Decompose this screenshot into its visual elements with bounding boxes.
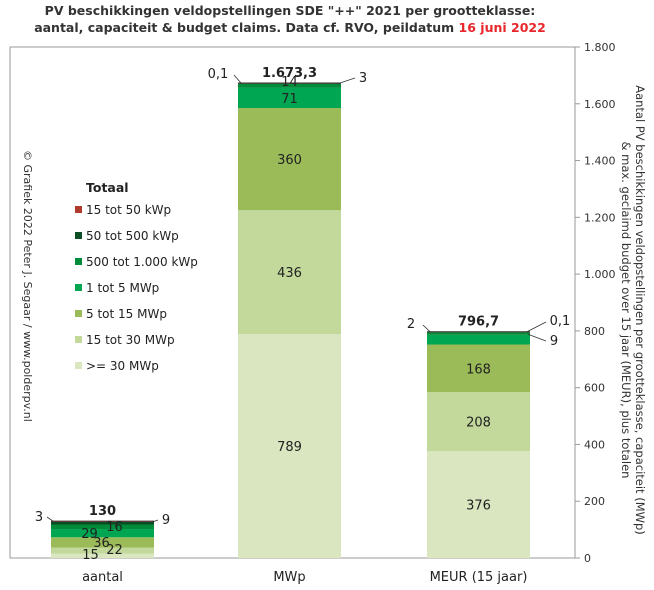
y-tick-label: 400 [584, 438, 605, 451]
leader-line [151, 519, 159, 523]
bars-group [51, 82, 530, 558]
y-axis-label-line: & max. geclaimd budget over 15 jaar (MEU… [619, 142, 633, 479]
segment-label: 0,1 [550, 314, 571, 329]
segment-label: 2 [407, 317, 415, 332]
title-line-2: aantal, capaciteit & budget claims. Data… [0, 19, 580, 36]
bar-segment [427, 332, 530, 335]
bar-segment [427, 451, 530, 558]
segment-label: 376 [466, 499, 491, 514]
bar-segment [51, 524, 154, 530]
segment-label: 16 [106, 520, 123, 535]
legend-swatch [75, 336, 82, 343]
bar-segment [51, 553, 154, 558]
bar-segment [427, 334, 530, 345]
segment-label: 3 [35, 510, 43, 525]
segment-label: 15 [82, 548, 99, 563]
bar-segment [238, 210, 341, 335]
legend-swatch [75, 284, 82, 291]
bar-segment [238, 87, 341, 109]
y-tick-label: 800 [584, 325, 605, 338]
segment-label: 789 [277, 440, 302, 455]
legend-swatch [75, 258, 82, 265]
x-tick-label: MEUR (15 jaar) [430, 570, 528, 585]
x-axis-labels: aantal MWp MEUR (15 jaar) [82, 570, 527, 585]
segment-label: 71 [281, 92, 298, 107]
legend-label: 5 tot 15 MWp [86, 307, 167, 321]
segment-label: 208 [466, 416, 491, 431]
bar-segment [238, 83, 341, 88]
y-tick-label: 1.600 [584, 98, 616, 111]
total-label: 130 [89, 504, 116, 519]
y-tick-label: 0 [584, 552, 591, 565]
title-date: 16 juni 2022 [458, 20, 546, 35]
legend-swatch [75, 310, 82, 317]
copyright-text: © Grafiek 2022 Peter J. Segaar / www.pol… [21, 150, 34, 422]
legend-label: 15 tot 30 MWp [86, 333, 175, 347]
segment-label: 168 [466, 362, 491, 377]
bar-segment [427, 392, 530, 452]
legend-swatch [75, 232, 82, 239]
segment-label: 22 [106, 543, 123, 558]
leader-line [422, 324, 431, 333]
leader-line [526, 321, 547, 333]
bar-segment [51, 521, 154, 525]
legend-swatch [75, 206, 82, 213]
legend-label: 50 tot 500 kWp [86, 229, 179, 243]
chart-title: PV beschikkingen veldopstellingen SDE "+… [0, 2, 580, 36]
segment-label: 3 [359, 71, 367, 86]
y-tick-label: 1.000 [584, 268, 616, 281]
bar-segment [51, 529, 154, 538]
y-axis: 0 200 400 600 800 1.000 1.200 1.400 1.600 1.800 [574, 41, 616, 565]
segment-label: 0,1 [208, 67, 229, 82]
x-tick-label: MWp [273, 570, 305, 585]
bar-segment [238, 334, 341, 558]
title-line-2-text: aantal, capaciteit & budget claims. Data… [34, 20, 459, 35]
legend-label: 1 tot 5 MWp [86, 281, 159, 295]
legend: Totaal 15 tot 50 kWp 50 tot 500 kWp 500 tot… [75, 180, 198, 373]
segment-label: 9 [162, 513, 170, 528]
x-tick-label: aantal [82, 570, 123, 585]
y-tick-label: 600 [584, 382, 605, 395]
total-label: 796,7 [458, 315, 499, 330]
segment-label: 14 [281, 75, 298, 90]
leader-line [233, 74, 242, 84]
bar-segment [238, 108, 341, 211]
segment-label: 436 [277, 266, 302, 281]
legend-label: >= 30 MWp [86, 359, 159, 373]
legend-swatch [75, 362, 82, 369]
title-line-1: PV beschikkingen veldopstellingen SDE "+… [44, 3, 536, 18]
legend-title: Totaal [86, 180, 129, 195]
segment-label: 9 [550, 334, 558, 349]
segment-label: 29 [81, 527, 98, 542]
y-axis-label: Aantal PV beschikkingen veldopstellingen… [619, 85, 647, 535]
total-label: 1.673,3 [262, 66, 317, 81]
legend-label: 15 tot 50 kWp [86, 203, 171, 217]
y-axis-label-line: Aantal PV beschikkingen veldopstellingen… [633, 85, 647, 535]
y-tick-label: 200 [584, 495, 605, 508]
bar-segment [51, 547, 154, 554]
bar-segment [427, 344, 530, 393]
bar-segment [51, 537, 154, 548]
leader-line [527, 333, 547, 342]
leader-line [336, 77, 356, 85]
y-tick-label: 1.800 [584, 41, 616, 54]
y-tick-label: 1.400 [584, 155, 616, 168]
y-tick-label: 1.200 [584, 211, 616, 224]
legend-label: 500 tot 1.000 kWp [86, 255, 198, 269]
segment-label: 36 [93, 536, 110, 551]
leader-line [46, 516, 54, 522]
segment-label: 360 [277, 153, 302, 168]
